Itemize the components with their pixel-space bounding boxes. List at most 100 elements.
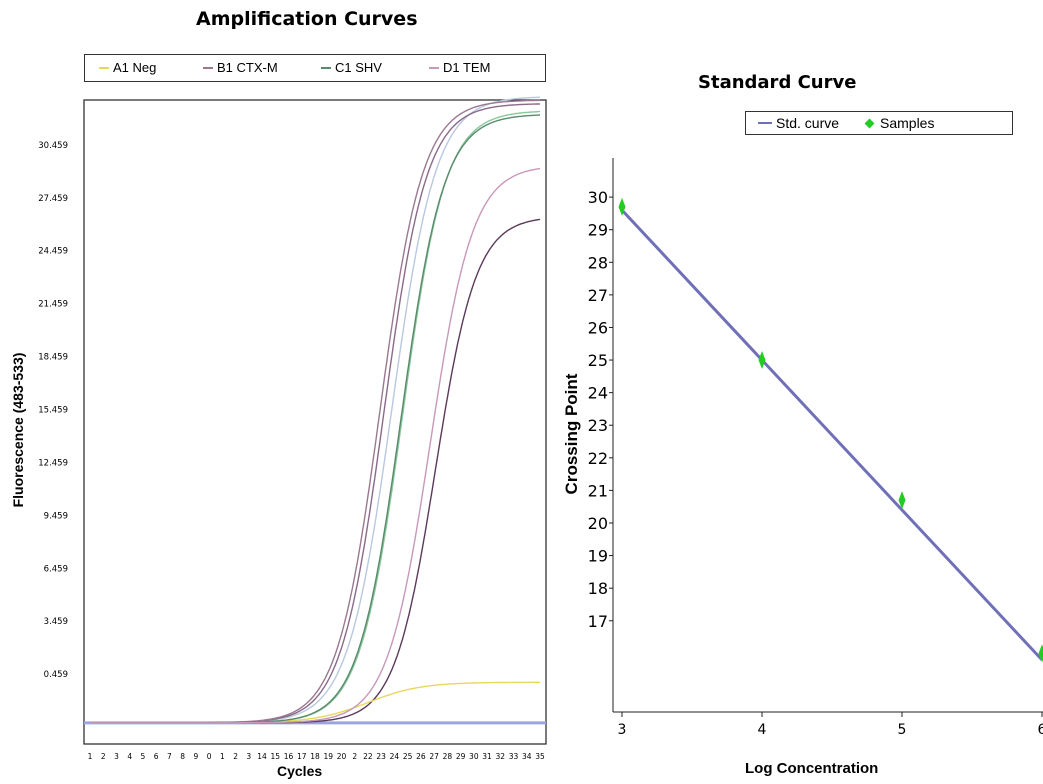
standard-curve-x-ticks: 3 4 5 6 bbox=[618, 712, 1043, 738]
standard-curve-legend: Std. curve Samples bbox=[745, 111, 1013, 135]
amplification-curves bbox=[84, 96, 546, 725]
amplification-x-tick-label: 33 bbox=[509, 752, 519, 761]
amplification-x-tick-label: 30 bbox=[469, 752, 479, 761]
amplification-x-tick-label: 5 bbox=[141, 752, 146, 761]
legend-item-samples: Samples bbox=[862, 115, 934, 131]
amplification-x-tick-label: 7 bbox=[167, 752, 172, 761]
amplification-x-tick-label: 2 bbox=[233, 752, 238, 761]
amplification-x-tick-label: 32 bbox=[496, 752, 506, 761]
standard-curve-y-ticks: 17 18 19 20 21 22 23 24 25 26 27 28 29 30 bbox=[588, 188, 613, 631]
legend-swatch-d1-tem bbox=[429, 66, 439, 69]
standard-curve-y-tick-label: 21 bbox=[588, 481, 608, 500]
standard-curve-line-group bbox=[620, 209, 1043, 661]
amplification-y-tick-label: 0.459 bbox=[44, 670, 68, 680]
standard-curve-y-tick-label: 22 bbox=[588, 449, 608, 468]
amplification-y-tick-label: 24.459 bbox=[38, 247, 68, 257]
amplification-x-tick-label: 8 bbox=[180, 752, 185, 761]
legend-swatch-b1-ctx-m bbox=[203, 66, 213, 69]
standard-curve-sample-point bbox=[758, 351, 766, 370]
standard-curve-y-tick-label: 18 bbox=[588, 579, 608, 598]
standard-curve-y-tick-label: 23 bbox=[588, 416, 608, 435]
amplification-y-tick-label: 9.459 bbox=[44, 511, 68, 521]
amplification-x-tick-label: 25 bbox=[403, 752, 413, 761]
amplification-x-tick-label: 26 bbox=[416, 752, 426, 761]
legend-item-a1-neg: A1 Neg bbox=[99, 60, 156, 75]
legend-label-c1-shv: C1 SHV bbox=[335, 60, 382, 75]
standard-curve-line bbox=[620, 209, 1043, 661]
standard-curve-y-tick-label: 26 bbox=[588, 318, 608, 337]
amplification-y-ticks: 0.459 3.459 6.459 9.459 12.459 15.459 18.459 21… bbox=[38, 141, 68, 680]
amplification-x-tick-label: 6 bbox=[154, 752, 159, 761]
standard-curve-y-tick-label: 24 bbox=[588, 384, 608, 403]
amplification-x-tick-label: 18 bbox=[310, 752, 320, 761]
standard-curve-x-tick-label: 5 bbox=[898, 722, 907, 738]
standard-curve-sample-point bbox=[898, 491, 906, 510]
amplification-x-tick-label: 1 bbox=[88, 752, 93, 761]
legend-label-d1-tem: D1 TEM bbox=[443, 60, 491, 75]
legend-item-b1-ctx-m: B1 CTX-M bbox=[203, 60, 278, 75]
legend-label-samples: Samples bbox=[880, 115, 935, 131]
amplification-x-tick-label: 31 bbox=[482, 752, 492, 761]
standard-curve-x-axis-label: Log Concentration bbox=[745, 760, 879, 777]
standard-curve-y-axis-label: Crossing Point bbox=[562, 373, 581, 495]
legend-item-d1-tem: D1 TEM bbox=[429, 60, 490, 75]
legend-item-c1-shv: C1 SHV bbox=[321, 60, 382, 75]
amplification-x-tick-label: 19 bbox=[323, 752, 333, 761]
standard-curve-y-tick-label: 28 bbox=[588, 253, 608, 272]
legend-swatch-std-curve bbox=[758, 122, 772, 124]
standard-curve-sample-point bbox=[1038, 644, 1043, 663]
amplification-x-tick-label: 23 bbox=[376, 752, 386, 761]
amplification-x-tick-label: 15 bbox=[271, 752, 281, 761]
amplification-y-tick-label: 27.459 bbox=[38, 194, 68, 204]
standard-curve-x-tick-label: 4 bbox=[758, 722, 767, 738]
standard-curve-sample-point bbox=[618, 197, 626, 216]
amplification-x-tick-label: 34 bbox=[522, 752, 532, 761]
amplification-x-tick-label: 17 bbox=[297, 752, 307, 761]
legend-swatch-a1-neg bbox=[99, 66, 109, 69]
amplification-y-tick-label: 3.459 bbox=[44, 617, 68, 627]
standard-curve-y-tick-label: 29 bbox=[588, 221, 608, 240]
standard-curve-title: Standard Curve bbox=[698, 72, 857, 93]
amplification-x-tick-label: 28 bbox=[443, 752, 453, 761]
amplification-x-tick-label: 9 bbox=[193, 752, 198, 761]
amplification-x-tick-label: 3 bbox=[114, 752, 119, 761]
amplification-y-tick-label: 15.459 bbox=[38, 405, 68, 415]
amplification-x-tick-label: 14 bbox=[257, 752, 267, 761]
legend-label-a1-neg: A1 Neg bbox=[113, 60, 157, 75]
amplification-x-tick-label: 22 bbox=[363, 752, 373, 761]
amplification-x-tick-label: 27 bbox=[429, 752, 439, 761]
amplification-x-tick-label: 1 bbox=[220, 752, 225, 761]
amplification-y-tick-label: 30.459 bbox=[38, 141, 68, 151]
amplification-y-tick-label: 21.459 bbox=[38, 300, 68, 310]
amplification-x-ticks: 1 2 3 4 5 6 7 8 9 0 1 2 3 14 15 16 17 18 19 20 2 22 23 24 25 26 27… bbox=[88, 752, 545, 761]
standard-curve-y-tick-label: 30 bbox=[588, 188, 608, 207]
amplification-x-tick-label: 35 bbox=[535, 752, 545, 761]
standard-curve-y-tick-label: 20 bbox=[588, 514, 608, 533]
amplification-x-tick-label: 20 bbox=[337, 752, 347, 761]
standard-curve-y-tick-label: 27 bbox=[588, 286, 608, 305]
amplification-legend: A1 Neg B1 CTX-M C1 SHV D1 TEM bbox=[84, 54, 546, 82]
amplification-curve-series-4 bbox=[90, 167, 541, 724]
standard-curve-x-tick-label: 3 bbox=[618, 722, 627, 738]
standard-curve-y-tick-label: 17 bbox=[588, 612, 608, 631]
amplification-x-tick-label: 24 bbox=[390, 752, 400, 761]
standard-curve-samples bbox=[618, 197, 1043, 663]
amplification-x-tick-label: 16 bbox=[284, 752, 294, 761]
amplification-y-tick-label: 18.459 bbox=[38, 353, 68, 363]
standard-curve-y-tick-label: 19 bbox=[588, 547, 608, 566]
legend-label-b1-ctx-m: B1 CTX-M bbox=[217, 60, 278, 75]
amplification-plot-frame bbox=[83, 99, 547, 745]
amplification-y-tick-label: 6.459 bbox=[44, 564, 68, 574]
legend-label-std-curve: Std. curve bbox=[776, 115, 840, 131]
amplification-x-tick-label: 0 bbox=[207, 752, 212, 761]
amplification-x-tick-label: 4 bbox=[127, 752, 132, 761]
amplification-x-axis-label: Cycles bbox=[277, 763, 323, 779]
standard-curve-x-tick-label: 6 bbox=[1038, 722, 1043, 738]
amplification-x-tick-label: 2 bbox=[101, 752, 106, 761]
legend-item-std-curve: Std. curve bbox=[758, 115, 839, 131]
amplification-x-tick-label: 2 bbox=[352, 752, 357, 761]
amplification-y-tick-label: 12.459 bbox=[38, 458, 68, 468]
amplification-x-tick-label: 3 bbox=[246, 752, 251, 761]
